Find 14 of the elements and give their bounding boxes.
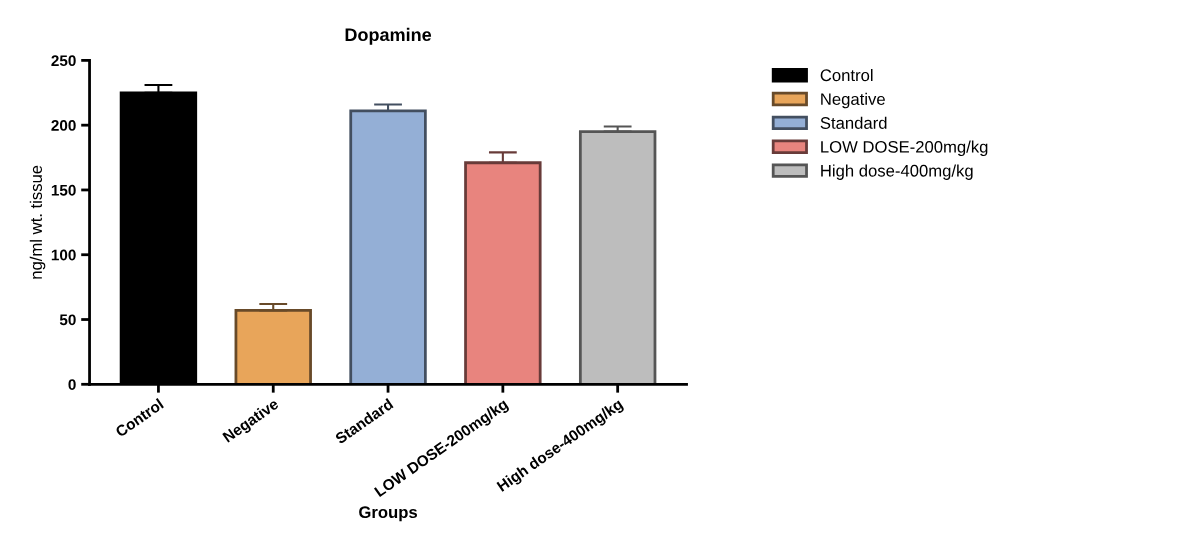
- y-tick-label: 100: [51, 249, 76, 261]
- y-tick-label: 200: [51, 120, 76, 131]
- y-tick-label: 50: [59, 314, 76, 326]
- y-axis-title: ng/ml wt. tissue: [29, 165, 46, 279]
- y-tick-label: 150: [51, 184, 76, 196]
- y-tick-label: 250: [51, 55, 76, 67]
- legend-label: Negative: [821, 92, 885, 109]
- legend-label: High dose-400mg/kg: [821, 164, 973, 180]
- chart-title: Dopamine: [345, 27, 432, 45]
- legend-label: Control: [820, 68, 873, 82]
- y-tick-label: 0: [68, 379, 76, 390]
- legend-label: LOW DOSE-200mg/kg: [821, 140, 988, 157]
- legend-label: Standard: [820, 116, 887, 129]
- x-axis-title: Groups: [359, 506, 417, 522]
